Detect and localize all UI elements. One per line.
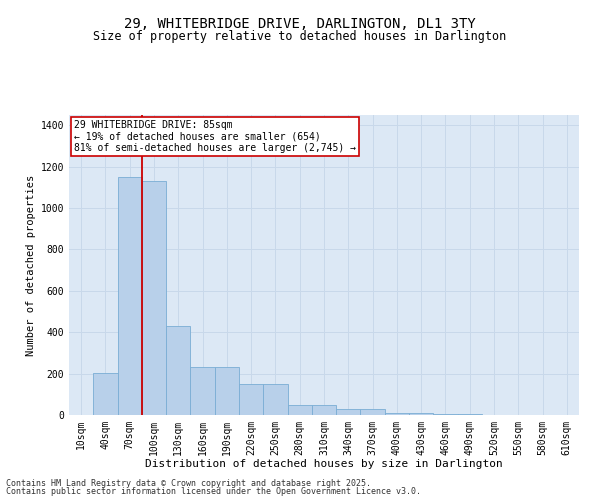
Bar [166,326,190,415]
Bar [409,413,433,415]
X-axis label: Distribution of detached houses by size in Darlington: Distribution of detached houses by size … [145,460,503,469]
Text: Contains public sector information licensed under the Open Government Licence v3: Contains public sector information licen… [6,487,421,496]
Bar [93,372,118,415]
Bar [361,409,385,415]
Bar [385,413,409,415]
Y-axis label: Number of detached properties: Number of detached properties [26,174,37,356]
Text: Contains HM Land Registry data © Crown copyright and database right 2025.: Contains HM Land Registry data © Crown c… [6,478,371,488]
Bar [287,404,312,415]
Text: 29, WHITEBRIDGE DRIVE, DARLINGTON, DL1 3TY: 29, WHITEBRIDGE DRIVE, DARLINGTON, DL1 3… [124,18,476,32]
Bar [263,384,287,415]
Bar [190,368,215,415]
Bar [458,414,482,415]
Bar [312,404,336,415]
Bar [336,409,361,415]
Bar [118,177,142,415]
Bar [142,181,166,415]
Bar [433,414,458,415]
Text: Size of property relative to detached houses in Darlington: Size of property relative to detached ho… [94,30,506,43]
Bar [215,368,239,415]
Text: 29 WHITEBRIDGE DRIVE: 85sqm
← 19% of detached houses are smaller (654)
81% of se: 29 WHITEBRIDGE DRIVE: 85sqm ← 19% of det… [74,120,356,152]
Bar [239,384,263,415]
